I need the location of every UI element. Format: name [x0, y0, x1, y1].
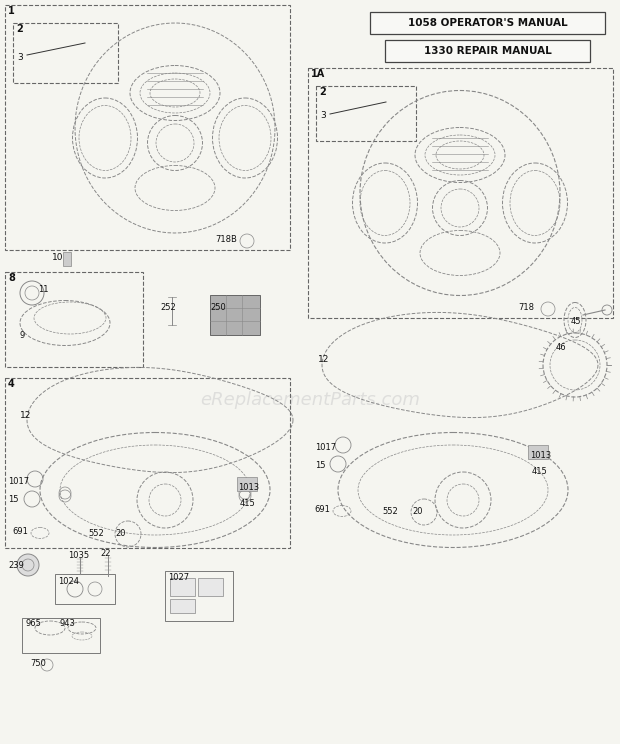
Circle shape	[17, 554, 39, 576]
Text: 1013: 1013	[530, 451, 551, 460]
Text: 4: 4	[8, 379, 15, 389]
Bar	[5, 272, 143, 367]
Text: 691: 691	[12, 527, 28, 536]
Bar	[5, 378, 290, 548]
Bar	[13, 23, 118, 83]
Text: 239: 239	[8, 562, 24, 571]
Bar	[170, 578, 195, 596]
Text: 965: 965	[25, 620, 41, 629]
Text: 1330 REPAIR MANUAL: 1330 REPAIR MANUAL	[423, 46, 551, 56]
Text: 9: 9	[20, 330, 25, 339]
Text: 1017: 1017	[8, 476, 29, 486]
Text: 1024: 1024	[58, 577, 79, 586]
Text: 3: 3	[17, 53, 23, 62]
Text: 46: 46	[556, 344, 567, 353]
Text: 20: 20	[115, 530, 125, 539]
Text: 552: 552	[88, 530, 104, 539]
Text: 252: 252	[160, 304, 175, 312]
Text: 11: 11	[38, 284, 48, 293]
Text: 1058 OPERATOR'S MANUAL: 1058 OPERATOR'S MANUAL	[408, 18, 567, 28]
Bar	[385, 40, 590, 62]
Text: 718: 718	[518, 304, 534, 312]
Bar	[308, 68, 613, 318]
Text: 20: 20	[412, 507, 422, 516]
Text: 45: 45	[571, 318, 582, 327]
Text: 943: 943	[60, 620, 76, 629]
Bar	[316, 86, 416, 141]
Text: 10: 10	[52, 254, 63, 263]
Bar	[370, 12, 605, 34]
Bar	[528, 445, 548, 459]
Text: 2: 2	[16, 24, 23, 34]
Text: 1027: 1027	[168, 574, 189, 583]
Bar	[22, 618, 100, 653]
Bar	[165, 571, 233, 621]
Text: 250: 250	[210, 304, 226, 312]
Text: 415: 415	[240, 498, 255, 507]
Text: 2: 2	[319, 87, 326, 97]
Bar	[55, 574, 115, 604]
Text: 3: 3	[320, 112, 326, 121]
Text: 12: 12	[318, 356, 329, 365]
Text: 691: 691	[314, 505, 330, 515]
Bar	[237, 477, 257, 491]
Bar	[170, 599, 195, 613]
Text: 1035: 1035	[68, 551, 89, 560]
Text: 415: 415	[532, 467, 547, 476]
Text: 718B: 718B	[215, 236, 237, 245]
Text: 750: 750	[30, 659, 46, 669]
Text: 8: 8	[8, 273, 15, 283]
Text: 552: 552	[382, 507, 398, 516]
Text: 15: 15	[315, 461, 326, 469]
Text: 1013: 1013	[238, 483, 259, 492]
Bar	[5, 5, 290, 250]
Bar	[63, 252, 71, 266]
Text: 1017: 1017	[315, 443, 336, 452]
Text: 1A: 1A	[311, 69, 326, 79]
Bar	[210, 295, 260, 335]
Text: eReplacementParts.com: eReplacementParts.com	[200, 391, 420, 409]
Text: 15: 15	[8, 496, 19, 504]
Bar	[198, 578, 223, 596]
Text: 1: 1	[8, 6, 15, 16]
Text: 12: 12	[20, 411, 32, 420]
Text: 22: 22	[100, 550, 110, 559]
